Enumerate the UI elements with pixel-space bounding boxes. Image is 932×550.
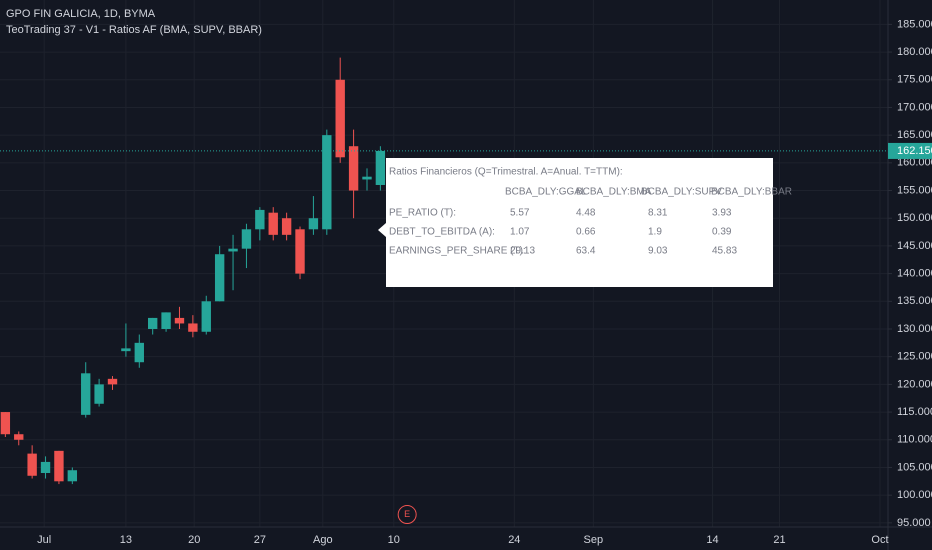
y-tick-label: 125.000 <box>897 351 932 363</box>
y-tick-label: 180.000 <box>897 46 932 58</box>
candle-body <box>241 229 252 249</box>
candle-body <box>67 470 78 482</box>
cell: 45.83 <box>712 246 737 257</box>
last-price-box <box>888 142 932 159</box>
cell: 0.66 <box>576 227 596 238</box>
candle-body <box>268 212 278 235</box>
tooltip-box <box>378 158 773 287</box>
x-tick-label: Sep <box>584 534 604 546</box>
x-tick-label: Ago <box>313 534 333 546</box>
cell: 0.39 <box>712 227 732 238</box>
cell: 1.07 <box>510 227 530 238</box>
indicator-title: TeoTrading 37 - V1 - Ratios AF (BMA, SUP… <box>6 24 262 36</box>
candle-body <box>375 150 386 185</box>
last-price-label: 162.150 <box>897 145 932 157</box>
column-header: BCBA_DLY:BMA <box>576 187 652 198</box>
y-tick-label: 105.000 <box>897 461 932 473</box>
candle-body <box>322 135 332 230</box>
candle-body <box>308 218 319 230</box>
y-tick-label: 135.000 <box>897 295 932 307</box>
tooltip-title: Ratios Financieros (Q=Trimestral. A=Anua… <box>389 167 623 178</box>
candle-body <box>148 317 158 329</box>
x-tick-label: Oct <box>871 534 888 546</box>
column-header: BCBA_DLY:BBAR <box>711 187 792 198</box>
candle-body <box>335 79 345 158</box>
cell: 8.31 <box>648 208 668 219</box>
candle-body <box>14 434 24 440</box>
candle-body <box>281 218 292 235</box>
candle-body <box>0 412 11 435</box>
candle-body <box>228 248 238 252</box>
y-tick-label: 170.000 <box>897 101 932 113</box>
y-tick-label: 100.000 <box>897 489 932 501</box>
cell: 1.9 <box>648 227 662 238</box>
y-tick-label: 140.000 <box>897 268 932 280</box>
x-tick-label: 21 <box>773 534 785 546</box>
x-tick-label: Jul <box>37 534 51 546</box>
earnings-marker <box>397 505 417 525</box>
column-header: BCBA_DLY:GGAL <box>505 187 587 198</box>
cell: 4.48 <box>576 208 596 219</box>
candle-body <box>174 317 185 324</box>
y-tick-label: 150.000 <box>897 212 932 224</box>
candle-body <box>94 384 104 404</box>
row-label: PE_RATIO (T): <box>389 208 456 219</box>
x-tick-label: 10 <box>388 534 400 546</box>
y-tick-label: 155.000 <box>897 184 932 196</box>
cell: 63.4 <box>576 246 596 257</box>
cell: 3.93 <box>712 208 732 219</box>
candle-body <box>188 323 198 332</box>
tooltip: Ratios Financieros (Q=Trimestral. A=Anua… <box>378 158 792 287</box>
y-tick-label: 120.000 <box>897 378 932 390</box>
y-tick-label: 160.000 <box>897 157 932 169</box>
y-tick-label: 185.000 <box>897 18 932 30</box>
y-tick-label: 110.000 <box>897 434 932 446</box>
x-tick-label: 27 <box>254 534 266 546</box>
cell: 5.57 <box>510 208 530 219</box>
candle-body <box>255 209 265 230</box>
row-label: DEBT_TO_EBITDA (A): <box>389 227 495 238</box>
plot <box>0 57 888 485</box>
y-tick-label: 95.000 <box>897 517 931 529</box>
candle-body <box>121 348 131 352</box>
candle-body <box>54 450 64 482</box>
column-header: BCBA_DLY:SUPV <box>641 187 722 198</box>
y-tick-label: 130.000 <box>897 323 932 335</box>
chart-title: GPO FIN GALICIA, 1D, BYMA <box>6 8 156 20</box>
y-tick-label: 115.000 <box>897 406 932 418</box>
x-tick-label: 14 <box>706 534 718 546</box>
candle-body <box>107 378 118 385</box>
candle-body <box>40 461 51 473</box>
candle-body <box>81 373 91 415</box>
candle-body <box>362 176 372 180</box>
cell: 29.13 <box>510 246 535 257</box>
y-tick-label: 145.000 <box>897 240 932 252</box>
candle-body <box>27 453 37 476</box>
candle-body <box>348 146 359 191</box>
y-tick-label: 175.000 <box>897 74 932 86</box>
x-tick-label: 20 <box>188 534 200 546</box>
cell: 9.03 <box>648 246 668 257</box>
x-tick-label: 13 <box>120 534 132 546</box>
y-tick-label: 165.000 <box>897 129 932 141</box>
candle-body <box>134 342 144 363</box>
candle-body <box>161 312 171 329</box>
candle-body <box>201 301 211 332</box>
row-label: EARNINGS_PER_SHARE (T): <box>389 246 526 257</box>
earnings-label: E <box>404 509 410 519</box>
candle-body <box>214 254 225 302</box>
candle-body <box>295 229 305 274</box>
x-tick-label: 24 <box>508 534 520 546</box>
